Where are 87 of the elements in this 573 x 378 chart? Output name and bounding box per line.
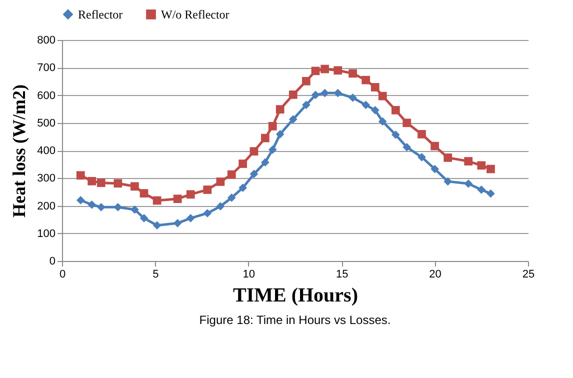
point [391,130,400,139]
point [378,117,387,126]
point [334,88,342,98]
y-tick-label: 0 [49,256,56,268]
point [250,170,258,178]
point [114,202,122,212]
point [186,190,195,199]
point [477,161,486,170]
x-tick-label: 10 [242,268,256,280]
point [260,158,270,167]
point [152,221,162,230]
point [268,122,277,130]
point [486,189,495,198]
y-tick-label: 400 [37,145,56,157]
point [348,69,357,78]
point [486,164,495,174]
point [402,143,412,152]
y-tick-label: 100 [37,228,56,240]
point [76,196,85,204]
point [311,66,320,76]
point [320,64,330,74]
y-tick-label: 800 [37,34,56,46]
point [203,186,212,194]
point [238,160,247,168]
x-tick-label: 25 [522,268,535,280]
point [362,100,370,110]
x-axis-title: TIME (Hours) [233,284,358,306]
point [114,179,122,188]
point [430,164,439,174]
point [464,157,473,166]
y-tick-label: 600 [37,90,56,102]
legend-label: Reflector [78,7,123,22]
point [152,196,162,205]
point [391,106,400,114]
point [140,189,148,198]
point [362,76,370,84]
point [268,145,277,154]
legend-label: W/o Reflector [161,7,230,22]
point [276,105,284,114]
point [378,92,387,100]
y-tick-label: 500 [37,117,56,130]
point [186,214,195,222]
y-tick-label: 700 [37,62,56,74]
x-tick-label: 5 [152,268,159,280]
point [227,170,236,179]
point [302,76,310,86]
point [276,130,284,138]
point [76,171,85,180]
point [464,179,473,188]
point [311,90,320,100]
point [430,142,439,150]
point [302,100,310,110]
point [444,154,452,162]
point [418,152,426,162]
point [130,182,139,191]
y-axis-title: Heat loss (W/m2) [9,84,30,218]
point [227,194,236,202]
y-tick-label: 200 [37,200,56,212]
y-tick-label: 300 [37,172,56,185]
point [88,176,96,186]
point [96,178,106,188]
point [88,200,96,209]
point [216,202,225,210]
x-tick-label: 20 [429,268,442,280]
point [288,90,298,99]
point [288,115,298,124]
point [203,209,212,218]
point [418,130,426,138]
point [173,194,182,204]
point [370,83,380,92]
caption: Figure 18: Time in Hours vs Losses. [199,313,391,327]
point [334,66,342,75]
point [402,118,412,128]
point [444,177,452,186]
point [140,214,148,222]
point [238,184,247,192]
point [370,106,380,114]
point [250,147,258,156]
point [477,186,486,194]
point [260,134,270,142]
point [96,202,106,212]
point [216,178,225,186]
point [348,94,357,102]
x-tick-label: 0 [59,268,66,280]
point [130,205,139,214]
x-tick-label: 15 [336,268,348,280]
point [173,218,182,228]
